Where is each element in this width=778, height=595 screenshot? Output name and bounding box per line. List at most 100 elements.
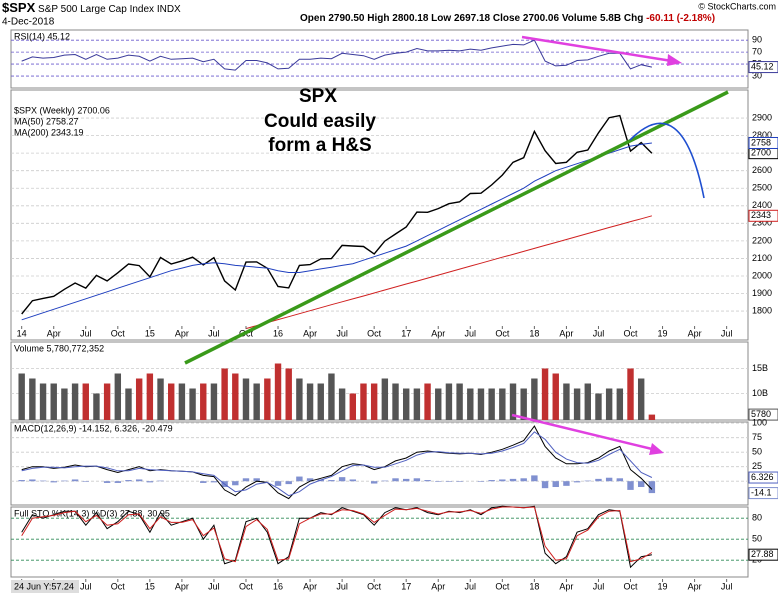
bar: [39, 383, 47, 420]
watermark: © StockCharts.com: [698, 1, 776, 11]
bar: [61, 388, 68, 420]
y-tick-label: 2500: [752, 183, 772, 193]
bar: [499, 388, 506, 420]
panel-frame: [10, 29, 749, 89]
divergence-arrow: [521, 35, 673, 63]
legend-entry: MA(200) 2343.19: [14, 127, 84, 137]
x-tick-label: Apr: [688, 328, 702, 338]
bar: [637, 378, 645, 420]
value-tag-box: [748, 209, 778, 222]
x-tick-label: Apr: [431, 581, 445, 591]
panel-title: Full STO %K(14,3) %D(3) 27.88, 30.95: [14, 508, 170, 518]
bar: [71, 479, 79, 482]
bar: [627, 368, 634, 420]
y-tick-label: 90: [752, 35, 762, 45]
bar: [360, 383, 367, 420]
bar: [135, 479, 143, 482]
x-tick-label: Apr: [688, 581, 702, 591]
bar: [435, 388, 442, 420]
y-tick-label: 2600: [752, 165, 772, 175]
quote-line: Open 2790.50 High 2800.18 Low 2697.18 Cl…: [300, 13, 715, 24]
bar: [520, 478, 527, 482]
bar: [392, 383, 399, 420]
series-line: [21, 506, 653, 563]
bar: [168, 383, 175, 420]
bar: [146, 373, 154, 420]
bar: [210, 383, 218, 420]
bar: [445, 481, 453, 482]
bar: [232, 373, 239, 420]
y-tick-label: 2900: [752, 112, 772, 122]
bar: [424, 383, 431, 420]
series-line: [21, 431, 653, 497]
bar: [189, 388, 196, 420]
bar: [349, 479, 357, 482]
series-line: [21, 39, 653, 71]
bar: [531, 378, 538, 420]
y-tick-label: 2800: [752, 130, 772, 140]
arrow-head: [649, 443, 664, 455]
x-tick-label: Oct: [623, 581, 638, 591]
x-tick-label: Jul: [593, 581, 605, 591]
bar: [253, 478, 260, 482]
bar: [61, 480, 68, 482]
series-line: [21, 114, 653, 315]
bar: [29, 378, 36, 420]
x-tick-label: Oct: [495, 581, 510, 591]
bar: [477, 388, 485, 420]
bar: [381, 378, 389, 420]
bar: [488, 480, 495, 482]
bar: [392, 478, 399, 482]
y-tick-label: 15B: [752, 363, 768, 373]
panel-frame: [10, 341, 749, 421]
divergence-arrow: [511, 413, 653, 451]
bar: [125, 480, 132, 482]
bar: [349, 393, 357, 420]
y-tick-label: 70: [752, 46, 762, 56]
bar: [595, 478, 602, 482]
bar: [627, 481, 634, 490]
x-tick-label: Oct: [111, 328, 126, 338]
bar: [456, 383, 463, 420]
bar: [616, 388, 624, 420]
x-tick-label: 16: [273, 328, 283, 338]
change: -60.11 (-2.18%): [646, 13, 715, 24]
y-tick-label: 2200: [752, 235, 772, 245]
bar: [370, 383, 378, 420]
y-tick-label: 10B: [752, 388, 768, 398]
value-tag-box: [748, 61, 778, 74]
x-tick-label: 14: [17, 328, 27, 338]
series-line: [21, 425, 653, 500]
bar: [253, 383, 260, 420]
bar: [584, 383, 591, 420]
x-tick-label: Jul: [336, 328, 348, 338]
quote: Open 2790.50 High 2800.18 Low 2697.18 Cl…: [300, 13, 643, 24]
bar: [637, 481, 645, 488]
x-tick-label: Jul: [208, 581, 220, 591]
bar: [413, 388, 421, 420]
cursor-readout: 24 Jun Y:57.24: [14, 581, 74, 591]
bar: [541, 368, 549, 420]
bar: [573, 388, 581, 420]
bar: [82, 481, 89, 482]
annotation: SPX: [299, 86, 337, 107]
bar: [520, 388, 527, 420]
bar: [338, 477, 346, 482]
y-tick-label: 2100: [752, 253, 772, 263]
x-tick-label: Oct: [111, 581, 126, 591]
bar: [39, 480, 47, 482]
x-tick-label: Apr: [559, 328, 573, 338]
x-tick-label: 17: [401, 581, 411, 591]
bar: [18, 373, 25, 420]
y-tick-label: 100: [752, 418, 767, 428]
bar: [232, 481, 239, 486]
bar: [445, 383, 453, 420]
x-tick-label: 15: [145, 581, 155, 591]
x-tick-label: 15: [145, 328, 155, 338]
projection-curve: [629, 122, 705, 199]
bar: [402, 388, 410, 420]
x-tick-label: Jul: [80, 328, 92, 338]
x-tick-label: Jul: [721, 328, 733, 338]
